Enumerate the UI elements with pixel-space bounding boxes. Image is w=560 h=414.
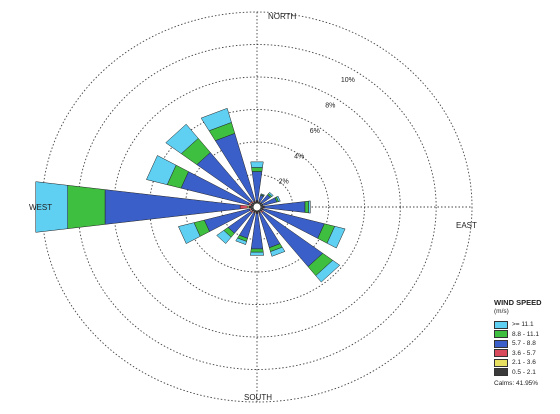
- legend-swatch: [494, 330, 508, 339]
- legend-swatch: [494, 320, 508, 329]
- legend-swatch: [494, 349, 508, 358]
- petal-W-1: [246, 205, 250, 209]
- legend-label: 8.8 - 11.1: [512, 330, 539, 338]
- petal-N-5: [250, 161, 264, 168]
- petal-SW-5: [216, 230, 232, 244]
- east-label: EAST: [456, 221, 477, 230]
- legend-item: 8.8 - 11.1: [494, 330, 560, 340]
- petal-W-2: [239, 204, 248, 210]
- petal-ENE-5: [276, 195, 281, 202]
- petal-SSW-5: [235, 237, 247, 245]
- legend-item: 2.1 - 3.6: [494, 358, 560, 368]
- legend-item: 5.7 - 8.8: [494, 339, 560, 349]
- petal-NE-5: [268, 191, 274, 197]
- petal-SSE-5: [270, 246, 286, 257]
- ring-label-4: 4%: [294, 153, 304, 160]
- petal-SE-5: [315, 259, 341, 283]
- petal-W-5: [35, 181, 68, 233]
- petal-N-4: [251, 167, 263, 172]
- ring-label-2: 2%: [279, 179, 289, 186]
- legend-label: 5.7 - 8.8: [512, 340, 536, 348]
- petal-E-5: [308, 200, 311, 214]
- legend-label: >= 11.1: [512, 321, 534, 329]
- petal-W-0: [248, 205, 253, 209]
- legend-units: (m/s): [494, 308, 509, 315]
- petal-ESE-5: [326, 226, 346, 249]
- center-circle: [252, 202, 262, 212]
- petal-S-4: [250, 248, 264, 253]
- legend-swatch: [494, 339, 508, 348]
- rose-petals: [35, 107, 346, 283]
- legend-label: 3.6 - 5.7: [512, 349, 536, 357]
- rose-labels: NORTH SOUTH EAST WEST 2% 4% 6% 8% 10%: [29, 12, 477, 402]
- legend-label: 0.5 - 2.1: [512, 368, 536, 376]
- legend-item: 0.5 - 2.1: [494, 368, 560, 378]
- west-label: WEST: [29, 203, 52, 212]
- calms-label: Calms: 41.95%: [494, 380, 539, 387]
- petal-NW-5: [165, 123, 199, 155]
- legend-items: >= 11.1 8.8 - 11.1 5.7 - 8.8 3.6 - 5.7 2.1 -…: [494, 320, 560, 377]
- petal-W-4: [67, 185, 106, 229]
- petal-NNW-5: [200, 107, 232, 132]
- ring-label-6: 6%: [310, 128, 320, 135]
- legend-swatch: [494, 358, 508, 367]
- legend-title: WIND SPEED: [494, 298, 542, 307]
- petal-WSW-5: [178, 222, 201, 244]
- petal-NNE-5: [260, 193, 265, 197]
- south-label: SOUTH: [244, 393, 272, 402]
- legend-item: >= 11.1: [494, 320, 560, 330]
- petal-S-5: [249, 251, 265, 256]
- ring-label-10: 10%: [341, 77, 355, 84]
- ring-label-8: 8%: [325, 103, 335, 110]
- legend-swatch: [494, 368, 508, 377]
- north-label: NORTH: [268, 12, 297, 21]
- petal-E-4: [304, 200, 309, 214]
- petal-E-0: [261, 206, 264, 208]
- legend: WIND SPEED (m/s) >= 11.1 8.8 - 11.1 5.7 - …: [494, 298, 560, 387]
- legend-item: 3.6 - 5.7: [494, 349, 560, 359]
- petal-WNW-5: [146, 155, 177, 185]
- legend-label: 2.1 - 3.6: [512, 359, 536, 367]
